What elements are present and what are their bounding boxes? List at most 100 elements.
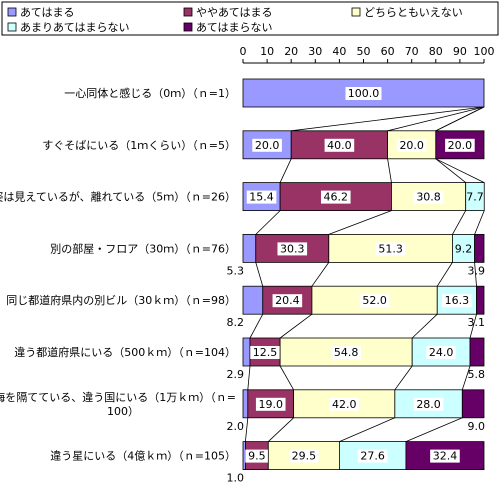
bar-segment bbox=[469, 337, 485, 367]
data-label: 52.0 bbox=[362, 294, 387, 307]
series-connector bbox=[279, 158, 292, 183]
data-label: 40.0 bbox=[327, 139, 352, 152]
data-label-bg bbox=[272, 294, 303, 308]
category-label: 海を隔てている、違う国にいる（1万ｋｍ）（ｎ= bbox=[0, 390, 236, 404]
category-label: 別の部屋・フロア（30ｍ）（ｎ=76） bbox=[50, 241, 236, 255]
data-label-bg bbox=[277, 242, 308, 256]
bar-segment bbox=[242, 337, 251, 367]
data-label: 16.3 bbox=[445, 294, 470, 307]
series-connector bbox=[245, 417, 249, 442]
data-label-bg bbox=[255, 397, 286, 411]
series-connector bbox=[387, 106, 485, 132]
data-label: 30.8 bbox=[416, 191, 441, 204]
x-tick-label: 30 bbox=[308, 45, 322, 58]
data-label: 20.0 bbox=[399, 139, 424, 152]
series-connector bbox=[411, 313, 438, 339]
series-connector bbox=[461, 365, 471, 390]
bars: 100.0 20.0 40.0 20.0 20.0 15.4 46.2 30.8 7.7 5.3 3… bbox=[227, 78, 486, 485]
data-label-bg bbox=[320, 190, 351, 204]
legend-swatch bbox=[183, 22, 193, 32]
data-label-bg bbox=[445, 138, 475, 152]
bar-segment bbox=[476, 285, 485, 315]
series-connector bbox=[435, 158, 485, 183]
bar-segment bbox=[242, 285, 264, 315]
x-tick-label: 80 bbox=[429, 45, 443, 58]
series-connector bbox=[268, 417, 294, 442]
x-tick-label: 90 bbox=[453, 45, 467, 58]
data-label-bg bbox=[430, 449, 460, 463]
data-label: 32.4 bbox=[433, 450, 458, 463]
bar-segment bbox=[290, 130, 389, 160]
series-connector bbox=[279, 365, 294, 390]
series-connector bbox=[279, 313, 313, 339]
data-label-bg bbox=[357, 449, 388, 463]
x-tick-label: 20 bbox=[284, 45, 298, 58]
legend-label: あてはまらない bbox=[196, 21, 273, 34]
legend-label: あまりあてはまらない bbox=[20, 21, 130, 34]
legend-swatch bbox=[351, 7, 361, 17]
data-label: 1.0 bbox=[227, 472, 245, 485]
series-connector bbox=[247, 365, 251, 390]
data-label-bg bbox=[359, 294, 390, 308]
series-connector bbox=[452, 210, 467, 235]
data-label-bg bbox=[324, 138, 355, 152]
bar-segment bbox=[461, 389, 485, 419]
series-connectors bbox=[245, 106, 485, 442]
category-label: 同じ都道府県内の別ビル（30ｋｍ）（ｎ=98） bbox=[6, 293, 236, 307]
data-label: 20.0 bbox=[255, 139, 280, 152]
x-tick-label: 100 bbox=[474, 45, 495, 58]
data-label: 9.0 bbox=[468, 420, 486, 433]
data-label: 30.3 bbox=[280, 242, 305, 255]
data-label-bg bbox=[289, 449, 319, 463]
series-connector bbox=[469, 314, 477, 339]
data-label: 46.2 bbox=[324, 191, 349, 204]
series-connector bbox=[311, 262, 330, 287]
category-label: 違う星にいる（4億ｋｍ）（ｎ=105） bbox=[50, 450, 236, 463]
data-label-bg bbox=[331, 346, 361, 359]
series-connector bbox=[435, 106, 485, 132]
bar-segment bbox=[474, 233, 485, 263]
category-label: 一心同体と感じる（0ｍ）（ｎ=1） bbox=[64, 86, 236, 100]
data-label: 8.2 bbox=[227, 316, 245, 329]
category-label: 100） bbox=[107, 405, 139, 418]
data-label: 3.1 bbox=[468, 316, 486, 329]
data-label-bg bbox=[245, 449, 269, 463]
data-label: 28.0 bbox=[416, 398, 441, 411]
series-connector bbox=[474, 262, 477, 287]
data-label: 20.4 bbox=[275, 294, 300, 307]
series-connector bbox=[405, 417, 463, 442]
data-label-bg bbox=[345, 87, 382, 100]
series-connector bbox=[291, 106, 485, 132]
data-label: 5.8 bbox=[468, 368, 486, 381]
data-label: 9.2 bbox=[455, 242, 473, 255]
data-label: 5.3 bbox=[227, 264, 245, 277]
series-connector bbox=[435, 158, 466, 183]
data-label: 29.5 bbox=[292, 450, 317, 463]
bar-segment bbox=[242, 233, 257, 263]
data-label-bg bbox=[246, 190, 277, 204]
series-connector bbox=[255, 210, 281, 235]
data-label: 7.7 bbox=[466, 191, 484, 204]
data-label: 19.0 bbox=[258, 398, 283, 411]
data-label-bg bbox=[252, 138, 282, 152]
series-connector bbox=[255, 262, 264, 287]
data-label: 54.8 bbox=[334, 346, 359, 359]
data-label-bg bbox=[426, 346, 456, 359]
data-label-bg bbox=[413, 397, 444, 411]
series-connector bbox=[387, 158, 392, 183]
x-tick-label: 10 bbox=[260, 45, 274, 58]
legend-box bbox=[1, 1, 499, 36]
bar-segment bbox=[465, 182, 485, 212]
x-tick-label: 70 bbox=[405, 45, 419, 58]
data-label: 100.0 bbox=[348, 87, 380, 100]
data-label: 2.0 bbox=[227, 420, 245, 433]
data-label: 3.9 bbox=[468, 264, 486, 277]
x-tick-label: 50 bbox=[357, 45, 371, 58]
data-label: 2.9 bbox=[227, 368, 245, 381]
data-label: 9.5 bbox=[248, 450, 266, 463]
data-label: 42.0 bbox=[332, 398, 357, 411]
x-axis: 0 10 20 30 40 50 60 70 80 90 100 bbox=[240, 45, 495, 64]
category-labels: 一心同体と感じる（0ｍ）（ｎ=1） すぐそばにいる（1ｍくらい）（ｎ=5） 姿は見え… bbox=[0, 86, 236, 463]
